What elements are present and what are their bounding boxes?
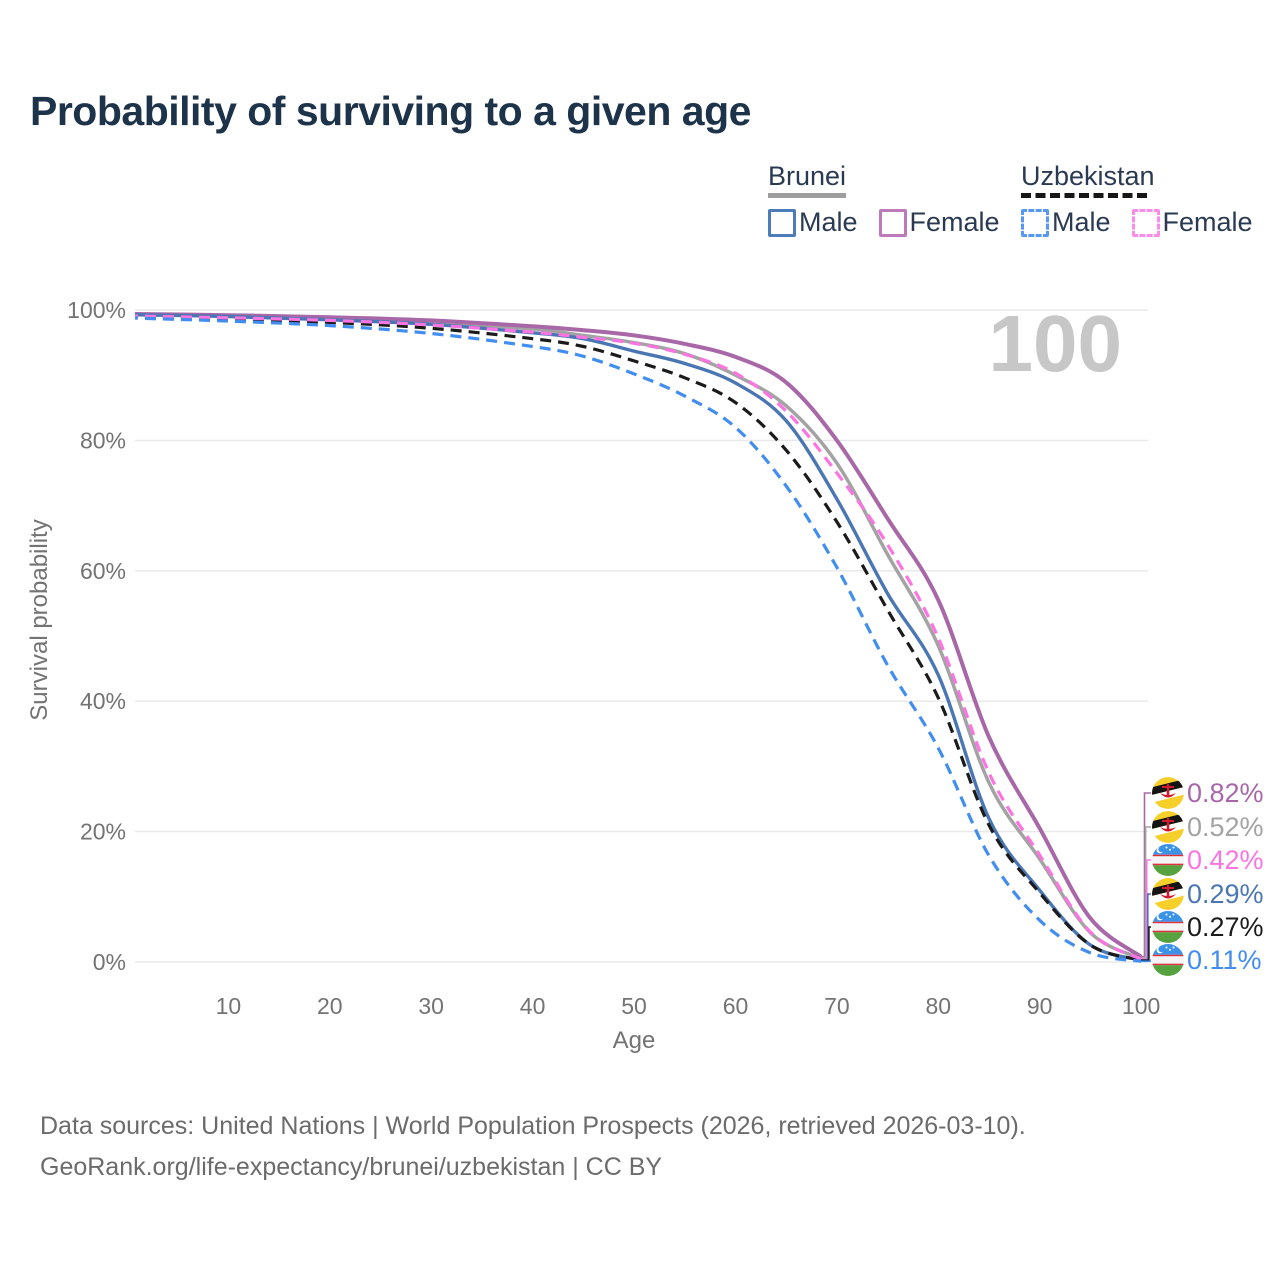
end-labels: 0.82% 0.52% 0.42%: [1141, 777, 1264, 976]
y-tick-label: 40%: [80, 688, 126, 714]
brunei-male-swatch[interactable]: [768, 208, 796, 237]
legend-toggle-brunei-male[interactable]: Male: [768, 207, 858, 238]
legend-label-uzbekistan-male: Male: [1052, 207, 1111, 237]
brunei-flag-icon: [1152, 811, 1184, 843]
x-tick-label: 70: [824, 993, 850, 1019]
end-value-uzbekistan-female: 0.42%: [1187, 845, 1264, 875]
uzbekistan-flag-icon: [1152, 944, 1184, 976]
uzbekistan-flag-icon: [1152, 911, 1184, 943]
x-tick-label: 40: [520, 993, 546, 1019]
legend-country-uzbekistan: Uzbekistan: [1021, 161, 1155, 191]
y-tick-label: 80%: [80, 427, 126, 453]
x-tick-label: 20: [317, 993, 343, 1019]
legend-toggle-uzbekistan-male[interactable]: Male: [1021, 207, 1111, 238]
y-axis-title: Survival probability: [26, 519, 53, 720]
uzbekistan-male-swatch[interactable]: [1021, 208, 1049, 237]
end-value-brunei-male: 0.29%: [1187, 879, 1264, 909]
x-tick-label: 30: [418, 993, 444, 1019]
y-tick-label: 20%: [80, 819, 126, 845]
end-value-brunei: 0.52%: [1187, 812, 1264, 842]
legend-toggle-brunei-female[interactable]: Female: [878, 207, 1000, 238]
x-tick-label: 60: [723, 993, 749, 1019]
brunei-solid-line-sample: [768, 193, 846, 198]
legend-label-brunei-female: Female: [909, 207, 1000, 237]
x-tick-label: 10: [216, 993, 242, 1019]
curve-brunei-female: [135, 311, 1143, 959]
x-axis-title: Age: [613, 1027, 656, 1054]
curve-brunei: [135, 312, 1142, 961]
uzbekistan-dashed-line-sample: [1021, 193, 1147, 198]
footer: Data sources: United Nations | World Pop…: [40, 1106, 1026, 1188]
legend-label-uzbekistan-female: Female: [1162, 207, 1253, 237]
curve-brunei-male: [135, 313, 1142, 962]
y-tick-label: 0%: [93, 949, 126, 975]
curve-uzbekistan-male: [135, 316, 1142, 963]
end-value-brunei-female: 0.82%: [1187, 778, 1264, 808]
y-tick-label: 100%: [67, 297, 126, 323]
x-tick-label: 90: [1027, 993, 1053, 1019]
gridlines: [135, 309, 1148, 963]
end-label-connector: [1141, 926, 1151, 961]
end-label-connector: [1141, 792, 1151, 958]
legend-group-uzbekistan: Uzbekistan Male Female: [1021, 162, 1253, 238]
brunei-flag-icon: [1152, 777, 1184, 809]
curve-uzbekistan: [135, 315, 1142, 962]
brunei-flag-icon: [1152, 878, 1184, 910]
uzbekistan-flag-icon: [1152, 844, 1184, 876]
age-counter-watermark: 100: [989, 299, 1122, 388]
x-tick-label: 50: [621, 993, 647, 1019]
x-tick-label: 100: [1122, 993, 1160, 1019]
curve-uzbekistan-female: [135, 314, 1142, 961]
legend-country-brunei: Brunei: [768, 161, 847, 191]
x-axis-tick-labels: 10 20 30 40 50 60 70 80 90 100: [216, 993, 1161, 1019]
end-value-uzbekistan-male: 0.11%: [1187, 945, 1262, 975]
series-lines: [135, 311, 1143, 963]
legend-toggle-uzbekistan-female[interactable]: Female: [1131, 207, 1253, 238]
uzbekistan-female-swatch[interactable]: [1131, 208, 1160, 237]
x-tick-label: 80: [926, 993, 952, 1019]
y-axis-tick-labels: 0% 20% 40% 60% 80% 100%: [67, 297, 126, 975]
page-title: Probability of surviving to a given age: [30, 88, 751, 134]
end-value-uzbekistan: 0.27%: [1187, 912, 1264, 942]
legend-label-brunei-male: Male: [799, 207, 858, 237]
legend-group-brunei: Brunei Male Female: [768, 162, 1000, 238]
y-tick-label: 60%: [80, 558, 126, 584]
footer-data-sources: Data sources: United Nations | World Pop…: [40, 1112, 1026, 1140]
footer-attribution: GeoRank.org/life-expectancy/brunei/uzbek…: [40, 1153, 663, 1181]
end-label-connector: [1141, 959, 1151, 963]
brunei-female-swatch[interactable]: [878, 208, 907, 237]
